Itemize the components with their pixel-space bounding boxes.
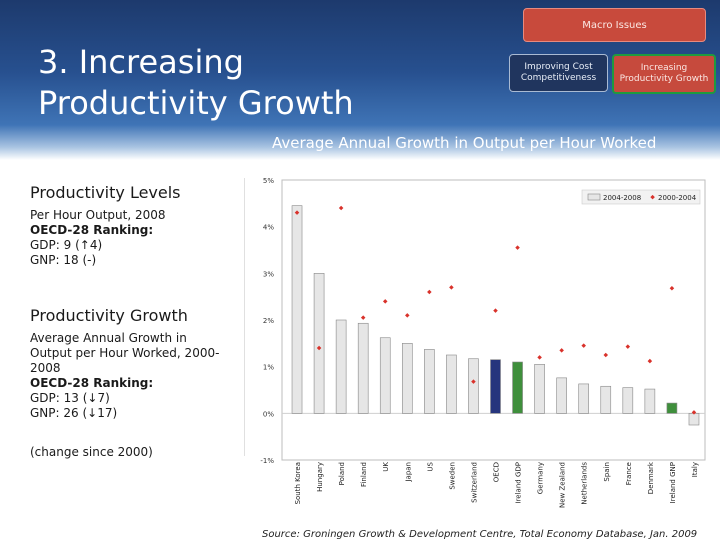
bar-poland — [335, 319, 347, 414]
category-label: Switzerland — [470, 462, 478, 503]
cost-label-line2: Competitiveness — [520, 73, 597, 83]
marker-south-korea — [294, 210, 300, 215]
growth-line1: Average Annual Growth in — [30, 331, 187, 345]
category-label: Italy — [691, 462, 699, 477]
change-note: (change since 2000) — [30, 445, 153, 459]
bar-south-korea — [291, 205, 303, 414]
growth-line6: GNP: 26 (↓17) — [30, 406, 118, 420]
levels-line1: Per Hour Output, 2008 — [30, 208, 166, 222]
category-label: UK — [382, 462, 390, 472]
category-label: Poland — [338, 462, 346, 485]
productivity-growth-button[interactable]: Increasing Productivity Growth — [612, 54, 716, 94]
bar-new-zealand — [556, 377, 567, 414]
source-note: Source: Groningen Growth & Development C… — [262, 529, 698, 540]
levels-line4: GNP: 18 (-) — [30, 253, 97, 267]
bar-finland — [357, 322, 369, 414]
bar-oecd — [490, 359, 501, 414]
y-tick-label: 3% — [263, 270, 274, 278]
bar-sweden — [446, 354, 457, 414]
legend-label-bars: 2004-2008 — [603, 194, 641, 202]
category-label: US — [426, 461, 434, 471]
marker-japan — [405, 313, 410, 318]
growth-line4: OECD-28 Ranking: — [30, 376, 154, 390]
category-label: Finland — [360, 462, 368, 487]
category-label: Ireland GNP — [669, 462, 677, 503]
macro-issues-button[interactable]: Macro Issues — [523, 8, 706, 42]
productivity-growth-section: Productivity Growth Average Annual Growt… — [30, 306, 219, 421]
bar-italy — [688, 413, 700, 426]
category-label: Ireland GDP — [515, 462, 523, 503]
growth-line2: Output per Hour Worked, 2000- — [30, 346, 220, 360]
page-title: 3. Increasing Productivity Growth — [38, 42, 438, 124]
bar-japan — [401, 343, 413, 414]
chart-title: Average Annual Growth in Output per Hour… — [272, 134, 657, 152]
prod-label-line2: Productivity Growth — [619, 74, 709, 84]
bar-ireland-gnp — [666, 402, 678, 414]
page-title-line1: 3. Increasing — [38, 43, 244, 81]
y-tick-label: 2% — [263, 317, 274, 325]
category-label: OECD — [493, 462, 501, 482]
prod-label-line1: Increasing — [640, 63, 688, 73]
marker-uk — [382, 299, 388, 304]
legend-bar-swatch — [587, 193, 601, 201]
marker-poland — [338, 205, 344, 211]
y-tick-label: 5% — [263, 177, 274, 185]
bar-switzerland — [468, 358, 479, 414]
category-label: South Korea — [294, 462, 302, 504]
category-label: Spain — [603, 462, 611, 482]
productivity-levels-section: Productivity Levels Per Hour Output, 200… — [30, 183, 181, 268]
bar-spain — [600, 385, 612, 414]
category-label: France — [625, 462, 633, 485]
bar-germany — [534, 364, 545, 414]
category-label: Denmark — [647, 461, 655, 494]
growth-line5: GDP: 13 (↓7) — [30, 391, 110, 405]
bar-uk — [379, 337, 391, 414]
category-label: Germany — [537, 462, 545, 494]
levels-line2: OECD-28 Ranking: — [30, 223, 154, 237]
y-tick-label: -1% — [260, 457, 274, 465]
legend-label-markers: 2000-2004 — [658, 194, 697, 202]
growth-line3: 2008 — [30, 361, 61, 375]
marker-finland — [360, 315, 366, 320]
category-label: New Zealand — [559, 462, 567, 508]
category-label: Japan — [404, 462, 412, 483]
bar-denmark — [644, 388, 656, 414]
productivity-chart: 5% 4% 3% 2% 1% 0% -1% South Korea Hungary Poland F… — [260, 177, 706, 508]
y-tick-label: 4% — [263, 224, 274, 232]
category-label: Hungary — [316, 462, 324, 492]
growth-heading: Productivity Growth — [30, 306, 188, 325]
bar-ireland-gdp — [512, 361, 523, 414]
marker-switzerland — [471, 379, 476, 384]
section-divider — [244, 178, 245, 456]
page-title-line2: Productivity Growth — [38, 84, 354, 122]
y-tick-label: 0% — [263, 410, 274, 418]
cost-competitiveness-button[interactable]: Improving Cost Competitiveness — [509, 54, 608, 92]
marker-france — [625, 344, 631, 349]
bar-us — [424, 349, 435, 414]
bar-hungary — [313, 273, 325, 414]
category-label: Sweden — [448, 462, 456, 490]
levels-line3: GDP: 9 (↑4) — [30, 238, 103, 252]
legend — [581, 189, 701, 205]
y-tick-label: 1% — [263, 364, 274, 372]
bar-france — [622, 387, 634, 414]
cost-label-line1: Improving Cost — [524, 62, 593, 72]
category-label: Netherlands — [581, 462, 589, 505]
macro-issues-label: Macro Issues — [582, 19, 647, 31]
marker-spain — [603, 352, 609, 358]
bar-netherlands — [578, 383, 590, 414]
levels-heading: Productivity Levels — [30, 183, 181, 202]
